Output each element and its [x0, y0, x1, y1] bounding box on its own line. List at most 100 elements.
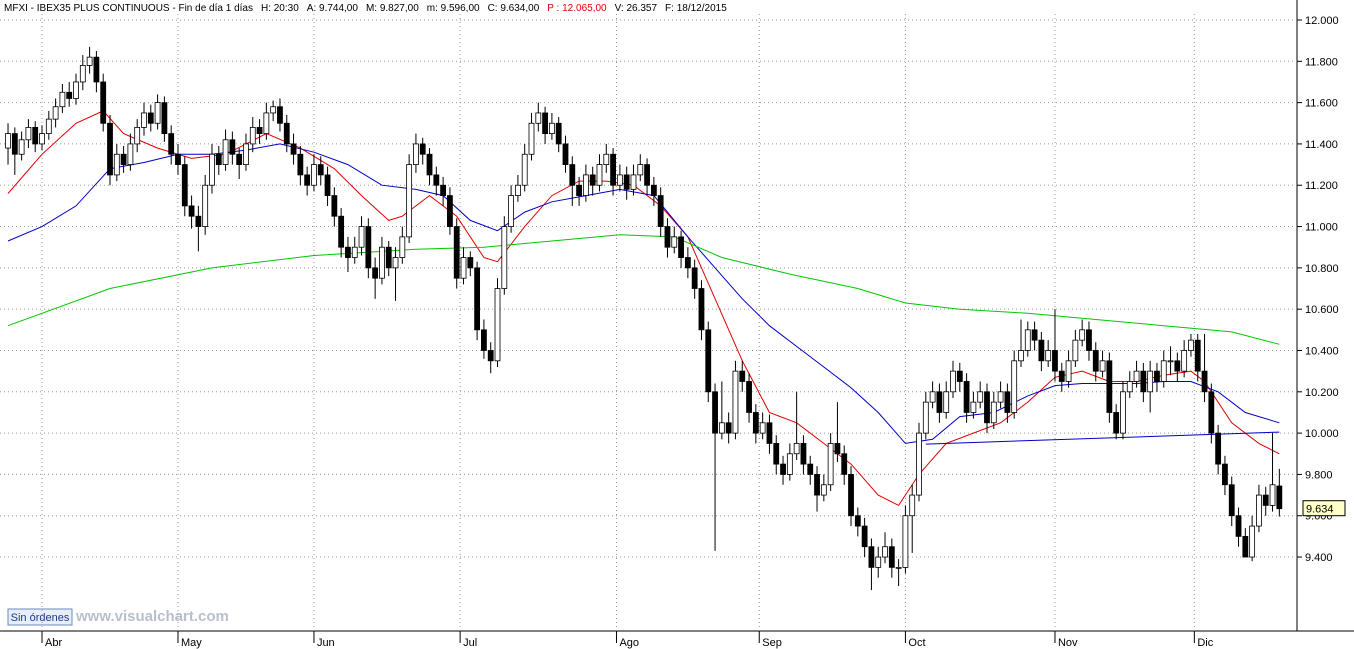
y-tick-label: 11.600: [1305, 98, 1338, 110]
candle-body: [66, 91, 73, 99]
candle-body: [950, 370, 956, 393]
candle-body: [447, 195, 453, 227]
candle-body: [1242, 535, 1249, 558]
candle-body: [1222, 463, 1228, 486]
x-tick-label: Abr: [45, 637, 62, 649]
candle-body: [45, 118, 52, 134]
y-tick-label: 10.600: [1305, 304, 1339, 316]
candle-body: [1072, 339, 1079, 362]
candle-body: [922, 401, 929, 434]
candle-body: [1099, 360, 1106, 372]
y-tick-label: 9.400: [1305, 552, 1333, 564]
candle-body: [1052, 350, 1058, 372]
candle-body: [841, 453, 848, 475]
candle-body: [1106, 360, 1113, 413]
candle-body: [997, 391, 1004, 403]
candle-body: [1269, 484, 1276, 506]
candle-body: [1262, 494, 1269, 506]
candle-body: [229, 139, 236, 155]
candle-body: [800, 443, 807, 465]
candle-body: [1235, 515, 1242, 537]
candle-body: [970, 401, 977, 413]
candle-body: [11, 133, 18, 155]
candle-body: [419, 143, 426, 155]
header-item: C: 9.634,00: [488, 3, 540, 14]
candle-body: [705, 329, 712, 393]
candle-body: [596, 164, 603, 186]
candle-body: [426, 153, 433, 176]
candle-body: [508, 195, 515, 227]
watermark: www.visualchart.com: [75, 608, 229, 625]
candle-body: [134, 127, 141, 145]
candle-body: [1024, 329, 1031, 351]
candle-body: [535, 112, 542, 124]
candle-body: [854, 515, 861, 527]
candle-body: [1208, 391, 1215, 434]
candle-body: [154, 102, 161, 124]
x-tick-label: Oct: [908, 637, 925, 649]
candle-body: [882, 546, 888, 558]
candle-body: [311, 164, 317, 186]
candle-body: [181, 164, 188, 207]
candle-body: [515, 184, 521, 196]
y-tick-label: 10.000: [1305, 428, 1339, 440]
candle-body: [1065, 360, 1072, 382]
candle-body: [1113, 412, 1120, 434]
header-item: A: 9.744,00: [307, 3, 359, 14]
candle-body: [32, 127, 39, 145]
candle-body: [644, 164, 650, 186]
candle-body: [113, 153, 120, 176]
x-tick-label: Sep: [762, 637, 782, 649]
candle-body: [277, 106, 283, 124]
candle-body: [1228, 484, 1235, 517]
candle-body: [365, 226, 372, 269]
y-tick-label: 11.200: [1305, 180, 1338, 192]
y-tick-label: 11.800: [1305, 56, 1338, 68]
y-tick-label: 10.800: [1305, 263, 1339, 275]
candle-body: [691, 267, 698, 289]
candle-body: [576, 184, 582, 196]
candle-body: [175, 153, 181, 165]
candle-body: [1092, 350, 1099, 372]
header-item: m: 9.596,00: [427, 3, 480, 14]
candle-body: [916, 432, 922, 496]
candle-body: [671, 236, 678, 248]
candle-body: [243, 143, 249, 165]
header-bg: [0, 0, 755, 14]
last-price-box: [1302, 500, 1346, 517]
candle-body: [107, 122, 113, 176]
x-tick-label: Dic: [1197, 637, 1213, 649]
candle-body: [569, 164, 576, 186]
candle-body: [372, 267, 379, 279]
candle-body: [678, 236, 684, 258]
candle-body: [610, 153, 616, 186]
header-item: MFXI - IBEX35 PLUS CONTINUOUS - Fin de d…: [4, 3, 253, 14]
candle-body: [481, 329, 487, 351]
candle-body: [52, 106, 59, 120]
candle-body: [1058, 370, 1065, 382]
candle-body: [453, 226, 460, 279]
candle-body: [304, 174, 311, 186]
candle-body: [5, 133, 11, 149]
candle-body: [1018, 350, 1024, 362]
candle-body: [413, 143, 419, 165]
candle-body: [1045, 350, 1052, 362]
candle-body: [766, 422, 773, 444]
candle-body: [1181, 350, 1188, 372]
status-box[interactable]: [7, 608, 73, 626]
candle-body: [1133, 370, 1140, 382]
y-tick-label: 10.400: [1305, 345, 1339, 357]
status[interactable]: Sin órdenes: [11, 612, 70, 624]
x-tick-label: Jun: [317, 637, 335, 649]
candle-body: [338, 215, 345, 248]
candle-body: [494, 288, 501, 362]
candle-body: [820, 484, 827, 496]
candle-body: [406, 164, 413, 238]
candle-body: [358, 226, 365, 248]
candle-body: [147, 112, 154, 124]
candle-body: [202, 184, 209, 227]
candle-body: [127, 143, 134, 165]
candle-body: [379, 246, 385, 279]
candle-body: [222, 139, 229, 165]
candle-body: [73, 81, 79, 99]
